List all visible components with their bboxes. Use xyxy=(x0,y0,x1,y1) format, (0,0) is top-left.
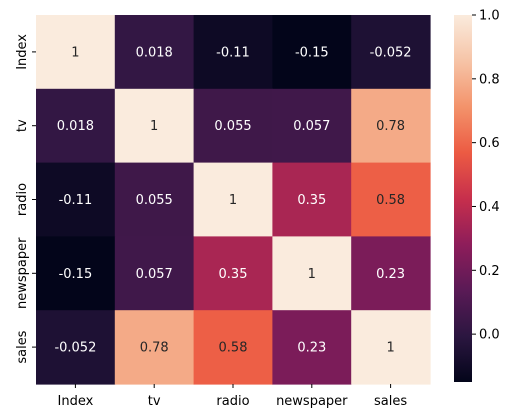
colorbar-tick-label: 1.0 xyxy=(479,9,500,24)
colorbar xyxy=(454,15,472,382)
cell-label: 0.018 xyxy=(136,45,173,60)
colorbar-tick-label: 0.4 xyxy=(479,200,500,215)
cell-label: -0.052 xyxy=(370,45,412,60)
heatmap-cell-radio-radio xyxy=(193,162,273,237)
colorbar-tick-label: 0.2 xyxy=(479,264,500,279)
cell-label: 1 xyxy=(150,119,158,134)
y-tick-label: newspaper xyxy=(15,237,30,309)
heatmap-cell-newspaper-newspaper xyxy=(272,236,352,311)
heatmap-cell-newspaper-tv xyxy=(114,236,195,311)
cell-label: 0.057 xyxy=(293,119,330,134)
colorbar-tick-label: 0.6 xyxy=(479,136,500,151)
heatmap-cell-sales-tv xyxy=(114,310,195,385)
heatmap-cell-newspaper-Index xyxy=(36,236,116,311)
heatmap-cell-newspaper-sales xyxy=(351,236,431,311)
heatmap-cell-sales-Index xyxy=(36,310,116,385)
heatmap-cell-sales-sales xyxy=(351,310,431,385)
heatmap-cell-tv-tv xyxy=(114,88,195,164)
cell-label: 1 xyxy=(71,45,79,60)
heatmap-cell-radio-newspaper xyxy=(272,162,352,237)
cell-label: 0.35 xyxy=(219,267,248,282)
cell-label: 0.35 xyxy=(297,193,326,208)
colorbar-tick-label: 0.0 xyxy=(479,328,500,343)
cell-label: -0.052 xyxy=(54,341,96,356)
cell-label: 0.58 xyxy=(376,193,405,208)
x-tick-label: tv xyxy=(148,394,161,409)
heatmap-cell-Index-radio xyxy=(193,15,273,90)
x-tick-label: Index xyxy=(58,394,94,409)
heatmap-cell-sales-newspaper xyxy=(272,310,352,385)
heatmap-cell-Index-Index xyxy=(36,15,116,90)
x-axis-ticks: Index tv radio newspaper sales xyxy=(58,384,407,409)
cell-label: 0.23 xyxy=(297,341,326,356)
y-tick-label: Index xyxy=(15,34,30,70)
heatmap-cell-tv-newspaper xyxy=(272,88,352,164)
x-tick-label: sales xyxy=(374,394,407,409)
cell-label: 0.58 xyxy=(219,341,248,356)
cell-label: 1 xyxy=(229,193,237,208)
heatmap-cell-radio-sales xyxy=(351,162,431,237)
y-tick-label: radio xyxy=(15,183,30,216)
heatmap-cell-radio-Index xyxy=(36,162,116,237)
heatmap-cell-sales-radio xyxy=(193,310,273,385)
heatmap-cell-tv-Index xyxy=(36,88,116,164)
cell-label: 0.018 xyxy=(57,119,94,134)
heatmap-cell-Index-newspaper xyxy=(272,15,352,90)
x-tick-label: newspaper xyxy=(276,394,348,409)
colorbar-ticks: 0.0 0.2 0.4 0.6 0.8 1.0 xyxy=(472,9,500,343)
heatmap-cell-newspaper-radio xyxy=(193,236,273,311)
cell-label: -0.15 xyxy=(59,267,93,282)
cell-label: 1 xyxy=(386,341,394,356)
cell-label: 1 xyxy=(308,267,316,282)
heatmap-cell-Index-sales xyxy=(351,15,431,90)
y-tick-label: tv xyxy=(15,119,30,132)
x-tick-label: radio xyxy=(216,394,249,409)
heatmap-cell-radio-tv xyxy=(114,162,195,237)
heatmap-cell-Index-tv xyxy=(114,15,195,90)
cell-label: 0.055 xyxy=(136,193,173,208)
cell-label: 0.78 xyxy=(376,119,405,134)
y-axis-ticks: Index tv radio newspaper sales xyxy=(15,34,36,364)
heatmap-cell-tv-sales xyxy=(351,88,431,164)
cell-label: 0.055 xyxy=(214,119,251,134)
cell-label: 0.057 xyxy=(136,267,173,282)
cell-label: -0.11 xyxy=(216,45,250,60)
cell-label: 0.23 xyxy=(376,267,405,282)
cell-label: -0.15 xyxy=(295,45,329,60)
cell-annotations: 1 0.018 -0.11 -0.15 -0.052 0.018 1 0.055 0.057 0.… xyxy=(54,45,411,355)
cell-label: -0.11 xyxy=(59,193,93,208)
colorbar-gradient xyxy=(454,15,472,382)
heatmap-cells xyxy=(36,15,431,385)
cell-label: 0.78 xyxy=(140,341,169,356)
y-tick-label: sales xyxy=(15,330,30,363)
colorbar-tick-label: 0.8 xyxy=(479,72,500,87)
heatmap-cell-tv-radio xyxy=(193,88,273,164)
